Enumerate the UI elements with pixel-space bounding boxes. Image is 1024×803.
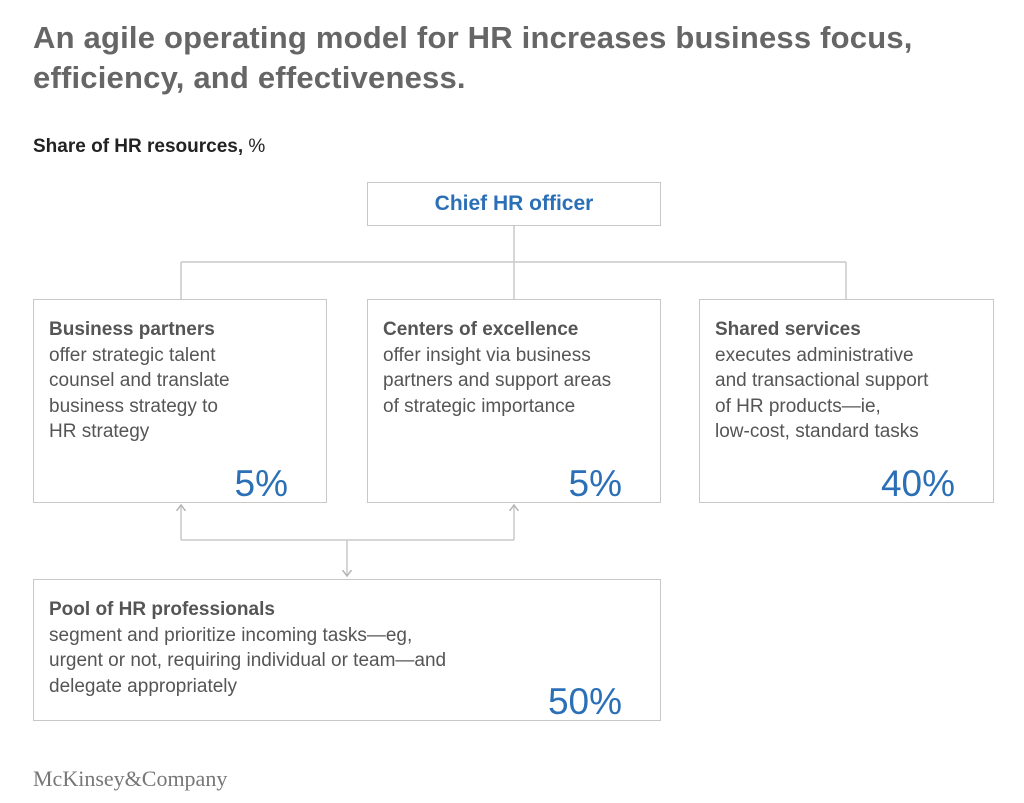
node-text: executes administrative xyxy=(715,344,914,366)
title: An agile operating model for HR increase… xyxy=(33,18,913,98)
brand: McKinsey&Company xyxy=(33,766,228,791)
node-text: offer strategic talent xyxy=(49,344,216,366)
node-text: segment and prioritize incoming tasks—eg… xyxy=(49,624,413,646)
node-text: partners and support areas xyxy=(383,370,612,391)
root-node: Chief HR officer xyxy=(367,182,661,226)
node-text: offer insight via business xyxy=(383,344,591,366)
subtitle: Share of HR resources, % xyxy=(33,136,265,158)
node-heading: Centers of excellence xyxy=(383,319,579,340)
node-heading: Pool of HR professionals xyxy=(49,599,275,620)
node-share: 5% xyxy=(568,462,622,504)
subtitle-unit: % xyxy=(248,136,266,157)
node-text: counsel and translate xyxy=(49,370,230,391)
node-share: 40% xyxy=(880,462,955,504)
node-text: of strategic importance xyxy=(383,395,576,417)
node-text: delegate appropriately xyxy=(49,675,238,697)
node-share: 50% xyxy=(547,680,622,722)
node-text: business strategy to xyxy=(49,395,218,417)
node-text: and transactional support xyxy=(715,370,929,391)
node-heading: Business partners xyxy=(49,319,215,340)
node-text: urgent or not, requiring individual or t… xyxy=(49,650,447,671)
node-box: Shared services executes administrative an… xyxy=(699,299,994,503)
node-text: of HR products—ie, xyxy=(715,395,881,417)
node-box: Pool of HR professionals segment and prio… xyxy=(33,579,661,721)
node-text: low-cost, standard tasks xyxy=(715,421,919,442)
node-box: Business partners offer strategic talent c… xyxy=(33,299,327,503)
node-box: Centers of excellence offer insight via b… xyxy=(367,299,661,503)
node-text: HR strategy xyxy=(49,421,150,442)
title-line: efficiency, and effectiveness. xyxy=(33,60,466,95)
node-share: 5% xyxy=(234,462,288,504)
subtitle-text: Share of HR resources, xyxy=(33,136,244,157)
title-line: An agile operating model for HR increase… xyxy=(33,20,913,55)
node-heading: Shared services xyxy=(715,319,861,340)
